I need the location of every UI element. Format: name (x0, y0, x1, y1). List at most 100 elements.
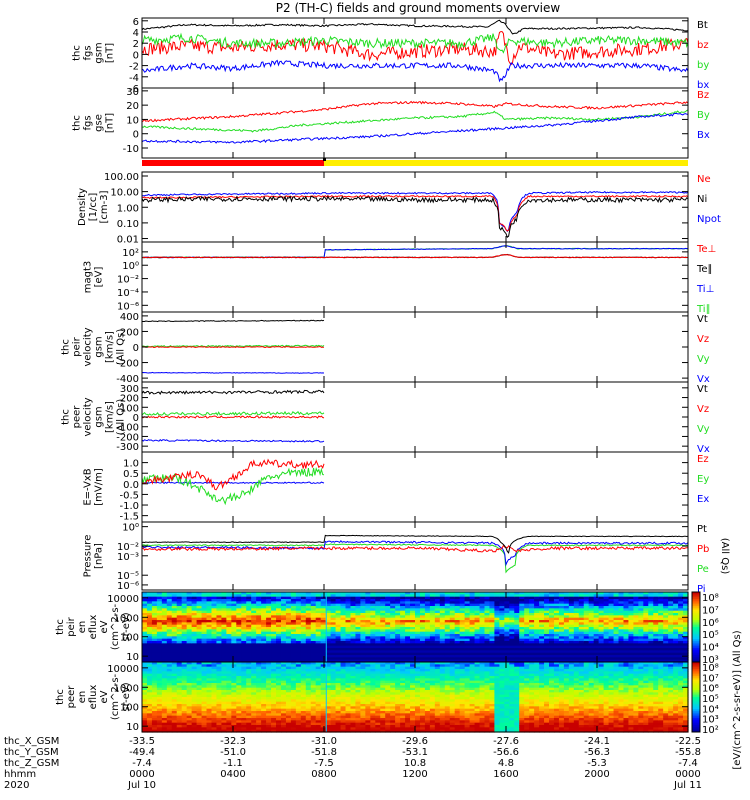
colorbar-swatch (692, 683, 700, 686)
y-axis-label: velocity (83, 327, 94, 366)
colorbar-swatch (692, 627, 700, 630)
panel-frame (141, 451, 689, 523)
y-axis-label: [nPa] (94, 543, 105, 569)
y-axis-label: thc (72, 45, 83, 61)
colorbar-tick: 10⁵ (702, 694, 719, 705)
colorbar-swatch (692, 719, 700, 722)
colorbar-tick: 10⁷ (702, 605, 719, 616)
colorbar-tick: 10³ (702, 715, 719, 726)
legend-By: By (697, 110, 710, 121)
y-tick-label: 300 (120, 384, 139, 395)
colorbar-swatch (692, 597, 700, 600)
colorbar-swatch (692, 604, 700, 607)
colorbar-tick: 10² (702, 725, 719, 736)
y-tick-label: 10 (126, 722, 139, 733)
colorbar-swatch (692, 620, 700, 623)
colorbar-swatch (692, 669, 700, 672)
colorbar-swatch (692, 637, 700, 640)
series-line-Bz (141, 100, 689, 123)
colorbar-tick: 10⁸ (702, 593, 719, 604)
colorbar-swatch (692, 702, 700, 705)
panel-frame (141, 521, 689, 591)
legend-Vy: Vy (697, 424, 710, 435)
legend-Te⊥: Te⊥ (696, 244, 716, 255)
legend-Ez: Ez (697, 454, 709, 465)
legend-Pe: Pe (697, 564, 709, 575)
y-tick-label: 0.01 (117, 235, 139, 246)
colorbar-swatch (692, 635, 700, 638)
colorbar-swatch (692, 681, 700, 684)
mode-bar-marker (323, 158, 326, 161)
panel-8: 10000 1000 100 10 thc peir en eflux eV (cm^2-s-sr… (55, 591, 689, 663)
colorbar-swatch (692, 718, 700, 721)
y-tick-label: -4 (129, 73, 139, 84)
colorbar-swatch (692, 634, 700, 637)
time-axis-value: -51.0 (220, 747, 246, 758)
colorbar-swatch (692, 690, 700, 693)
time-axis-row-label: hhmm (4, 769, 36, 780)
colorbar-swatch (692, 709, 700, 712)
colorbar-swatch (692, 595, 700, 598)
time-axis-value: -55.8 (675, 747, 701, 758)
colorbar-swatch (692, 698, 700, 701)
y-tick-label: -300 (116, 442, 139, 453)
colorbar-swatch (692, 628, 700, 631)
time-axis-value: -7.4 (132, 758, 152, 769)
panel-frame (141, 381, 689, 453)
colorbar-swatch (692, 711, 700, 714)
panel-7: 10⁰ 10⁻²10⁻³ 10⁻⁵10⁻⁶ Pressure [nPa] Pt Pb Pe Pi… (83, 521, 730, 595)
legend-Vx: Vx (697, 444, 710, 455)
colorbar-swatch (692, 613, 700, 616)
y-axis-label: [1/cc] (88, 193, 99, 222)
y-tick-label: 0 (133, 343, 139, 354)
y-tick-label: 1000 (114, 613, 139, 624)
colorbar-swatch (692, 611, 700, 614)
colorbar-swatch (692, 672, 700, 675)
series-line-Ez (141, 458, 325, 491)
legend-Pt: Pt (697, 524, 707, 535)
y-axis-label: peir (66, 616, 77, 636)
time-axis-value: -7.4 (678, 758, 698, 769)
colorbar-swatch (692, 712, 700, 715)
colorbar-swatch (692, 695, 700, 698)
y-axis-label: [km/s] (105, 331, 116, 363)
y-tick-label: 10000 (107, 594, 139, 605)
y-tick-label: 10⁻⁴ (117, 288, 139, 299)
y-axis-label: eV (99, 620, 110, 633)
time-axis-value: -32.3 (220, 736, 246, 747)
y-tick-label: 10.00 (110, 188, 139, 199)
colorbar-swatch (692, 723, 700, 726)
y-tick-label: 100 (120, 403, 139, 414)
time-axis-value: Jul 11 (673, 780, 702, 791)
legend-Ni: Ni (697, 194, 707, 205)
y-tick-label: 10⁻⁵ (117, 571, 139, 582)
y-tick-label: 10⁰ (122, 523, 139, 534)
colorbar-swatch (692, 648, 700, 651)
colorbar-swatch (692, 721, 700, 724)
colorbar-swatch (692, 677, 700, 680)
colorbar-tick: 10⁵ (702, 630, 719, 641)
y-axis-label: magt3 (83, 261, 94, 294)
series-line-Pi (141, 540, 689, 567)
colorbar-swatch (692, 663, 700, 666)
time-axis-row-label: 2020 (4, 780, 29, 791)
colorbar-frame-1 (691, 661, 701, 733)
y-axis-label: thc (55, 689, 66, 705)
y-tick-label: 30 (126, 87, 139, 98)
y-tick-label: 100 (120, 633, 139, 644)
series-line-Pt (141, 534, 689, 554)
time-axis-row-label: thc_Z_GSM (4, 758, 59, 769)
y-axis-label: gsm (94, 42, 105, 63)
y-axis-label: eV (99, 690, 110, 703)
time-axis-value: 10.8 (404, 758, 426, 769)
y-axis-label: [nT] (105, 43, 116, 63)
legend-Te∥: Te∥ (696, 264, 713, 275)
y-tick-label: 100.00 (104, 172, 139, 183)
colorbar-swatch (692, 667, 700, 670)
time-axis-row-label: thc_X_GSM (4, 736, 59, 747)
time-axis-value: -5.3 (587, 758, 607, 769)
colorbar-swatch (692, 606, 700, 609)
y-tick-label: 200 (120, 394, 139, 405)
series-line-Bx (141, 112, 689, 144)
colorbar-swatch (692, 641, 700, 644)
